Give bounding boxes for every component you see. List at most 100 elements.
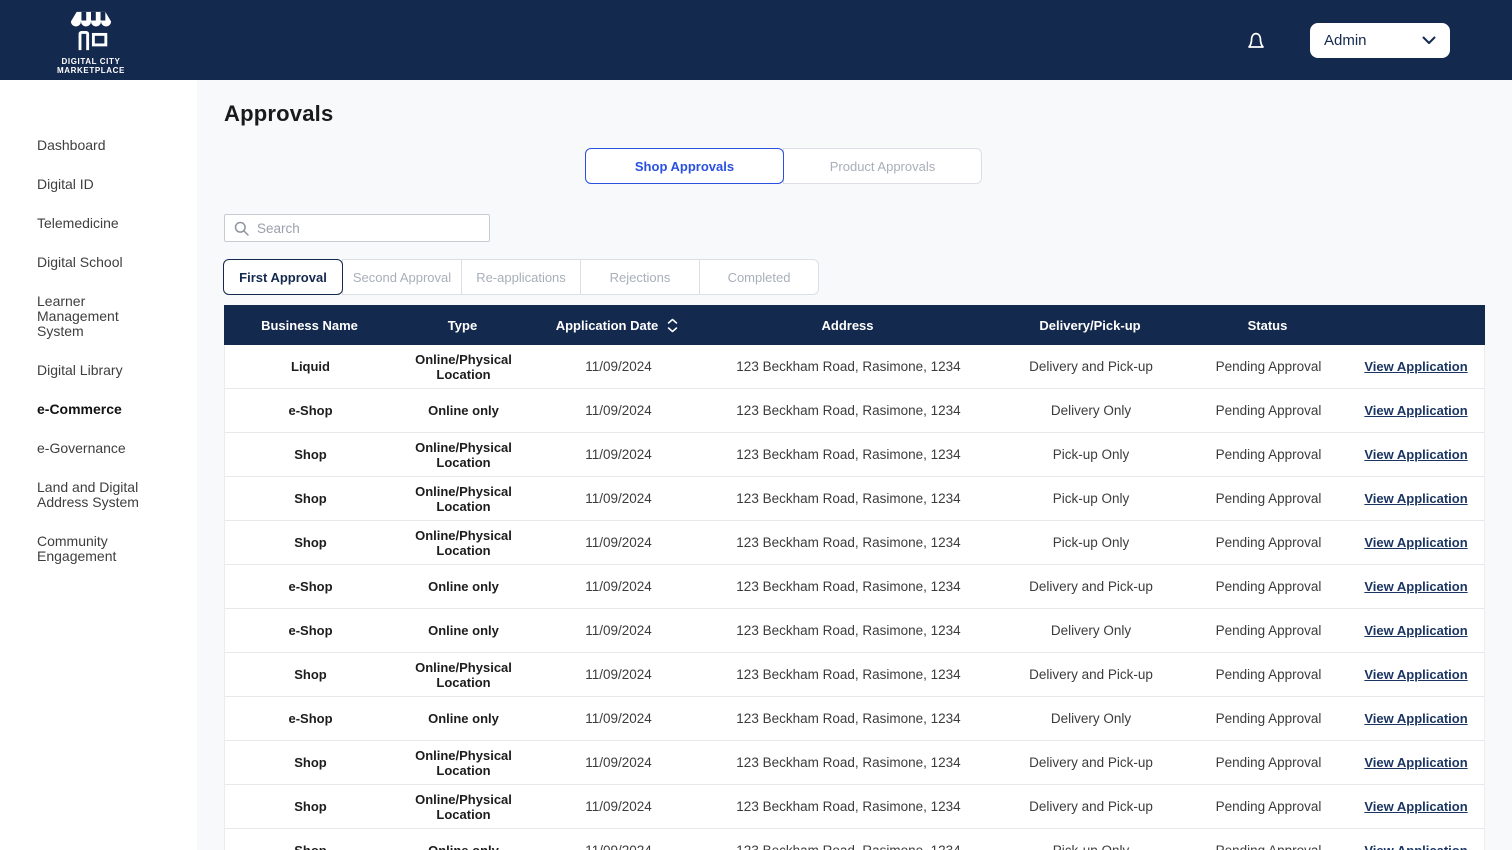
cell-application-date: 11/09/2024: [585, 491, 652, 506]
cell-business-name: Shop: [294, 667, 327, 682]
cell-status: Pending Approval: [1215, 491, 1322, 506]
cell-actions: View Application: [1346, 403, 1486, 418]
table-row: e-Shop Online only 11/09/2024 123 Beckha…: [225, 609, 1484, 653]
cell-delivery-pickup: Pick-up Only: [1052, 491, 1130, 506]
column-header-business-name: Business Name: [261, 317, 358, 333]
table-row: Shop Online/Physical Location 11/09/2024…: [225, 433, 1484, 477]
sidebar-item[interactable]: Community Engagement: [37, 533, 117, 564]
cell-business-name: Shop: [294, 491, 327, 506]
cell-delivery-pickup: Pick-up Only: [1052, 447, 1130, 462]
cell-business-name: Shop: [294, 447, 327, 462]
view-application-link[interactable]: View Application: [1364, 667, 1468, 682]
cell-application-date: 11/09/2024: [585, 535, 652, 550]
status-filter-tab[interactable]: Second Approval: [342, 259, 462, 295]
cell-actions: View Application: [1346, 579, 1486, 594]
status-filter-tab[interactable]: Rejections: [580, 259, 700, 295]
view-application-link[interactable]: View Application: [1364, 579, 1468, 594]
bell-icon: [1244, 27, 1268, 53]
cell-application-date: 11/09/2024: [585, 579, 652, 594]
cell-application-date: 11/09/2024: [585, 403, 652, 418]
view-application-link[interactable]: View Application: [1364, 799, 1468, 814]
table-row: Shop Online only 11/09/2024 123 Beckham …: [225, 829, 1484, 850]
table-row: e-Shop Online only 11/09/2024 123 Beckha…: [225, 389, 1484, 433]
cell-business-name: Liquid: [291, 359, 330, 374]
cell-actions: View Application: [1346, 447, 1486, 462]
table-row: Shop Online/Physical Location 11/09/2024…: [225, 521, 1484, 565]
view-application-link[interactable]: View Application: [1364, 447, 1468, 462]
view-application-link[interactable]: View Application: [1364, 755, 1468, 770]
cell-delivery-pickup: Delivery and Pick-up: [1029, 799, 1153, 814]
sidebar-item[interactable]: Learner Management System: [37, 293, 119, 339]
approvals-table: Business Name Type Application Date Addr…: [224, 305, 1485, 850]
view-application-link[interactable]: View Application: [1364, 623, 1468, 638]
cell-actions: View Application: [1346, 667, 1486, 682]
status-filter-tab[interactable]: First Approval: [223, 259, 343, 295]
approvals-tab[interactable]: Product Approvals: [783, 148, 982, 184]
cell-status: Pending Approval: [1215, 403, 1322, 418]
cell-address: 123 Beckham Road, Rasimone, 1234: [706, 843, 991, 850]
view-application-link[interactable]: View Application: [1364, 711, 1468, 726]
cell-type: Online/Physical Location: [415, 439, 512, 470]
sidebar-item[interactable]: e-Commerce: [37, 401, 122, 417]
table-row: Liquid Online/Physical Location 11/09/20…: [225, 345, 1484, 389]
cell-address: 123 Beckham Road, Rasimone, 1234: [736, 359, 961, 374]
view-application-link[interactable]: View Application: [1364, 843, 1467, 850]
cell-type: Online/Physical Location: [415, 351, 512, 382]
cell-status: Pending Approval: [1191, 843, 1346, 850]
table-body: Liquid Online/Physical Location 11/09/20…: [224, 345, 1485, 850]
cell-delivery-pickup: Delivery and Pick-up: [1029, 579, 1153, 594]
cell-delivery-pickup: Delivery Only: [1050, 623, 1132, 638]
cell-delivery-pickup: Delivery and Pick-up: [1029, 359, 1153, 374]
cell-application-date: 11/09/2024: [585, 711, 652, 726]
status-filter-tab[interactable]: Completed: [699, 259, 819, 295]
cell-address: 123 Beckham Road, Rasimone, 1234: [736, 755, 961, 770]
view-application-link[interactable]: View Application: [1364, 491, 1468, 506]
cell-actions: View Application: [1346, 491, 1486, 506]
cell-type: Online only: [428, 579, 499, 594]
notifications-button[interactable]: [1244, 27, 1268, 53]
column-header-address: Address: [821, 317, 874, 333]
sidebar-nav: Dashboard Digital ID Telemedicine Digita…: [0, 80, 197, 564]
sidebar-item[interactable]: Telemedicine: [37, 215, 119, 231]
column-header-application-date[interactable]: Application Date: [530, 317, 705, 334]
view-application-link[interactable]: View Application: [1364, 359, 1468, 374]
sidebar-item[interactable]: e-Governance: [37, 440, 126, 456]
view-application-link[interactable]: View Application: [1364, 535, 1468, 550]
column-header-type: Type: [447, 317, 478, 333]
app-logo: DIGITAL CITY MARKETPLACE: [57, 10, 125, 75]
sidebar-item[interactable]: Dashboard: [37, 137, 106, 153]
sidebar-item[interactable]: Land and Digital Address System: [37, 479, 139, 510]
status-filter-tab[interactable]: Re-applications: [461, 259, 581, 295]
cell-address: 123 Beckham Road, Rasimone, 1234: [736, 799, 961, 814]
cell-delivery-pickup: Delivery and Pick-up: [1029, 755, 1153, 770]
table-row: Shop Online/Physical Location 11/09/2024…: [225, 653, 1484, 697]
cell-type: Online only: [428, 711, 499, 726]
cell-type: Online/Physical Location: [415, 483, 512, 514]
cell-application-date: 11/09/2024: [585, 623, 652, 638]
search-input[interactable]: [257, 220, 480, 236]
sort-icon[interactable]: [666, 317, 679, 334]
sidebar-item[interactable]: Digital ID: [37, 176, 94, 192]
approvals-tab-group: Shop Approvals Product Approvals: [585, 148, 983, 184]
cell-status: Pending Approval: [1215, 447, 1322, 462]
user-menu-label: Admin: [1324, 31, 1367, 49]
view-application-link[interactable]: View Application: [1364, 403, 1468, 418]
logo-text: DIGITAL CITY MARKETPLACE: [57, 56, 125, 75]
sidebar-item[interactable]: Digital Library: [37, 362, 123, 378]
approvals-tab[interactable]: Shop Approvals: [585, 148, 784, 184]
cell-address: 123 Beckham Road, Rasimone, 1234: [736, 667, 961, 682]
cell-type: Online only: [396, 843, 531, 850]
table-header-row: Business Name Type Application Date Addr…: [224, 305, 1485, 345]
sidebar-item[interactable]: Digital School: [37, 254, 123, 270]
search-icon: [234, 221, 249, 236]
cell-actions: View Application: [1346, 711, 1486, 726]
search-box: [224, 214, 490, 242]
cell-status: Pending Approval: [1215, 535, 1322, 550]
cell-business-name: e-Shop: [288, 623, 333, 638]
cell-application-date: 11/09/2024: [585, 755, 652, 770]
column-header-delivery-pickup: Delivery/Pick-up: [1039, 317, 1141, 333]
user-menu-dropdown[interactable]: Admin: [1310, 22, 1450, 58]
cell-application-date: 11/09/2024: [531, 843, 706, 850]
cell-application-date: 11/09/2024: [585, 359, 652, 374]
cell-status: Pending Approval: [1215, 711, 1322, 726]
